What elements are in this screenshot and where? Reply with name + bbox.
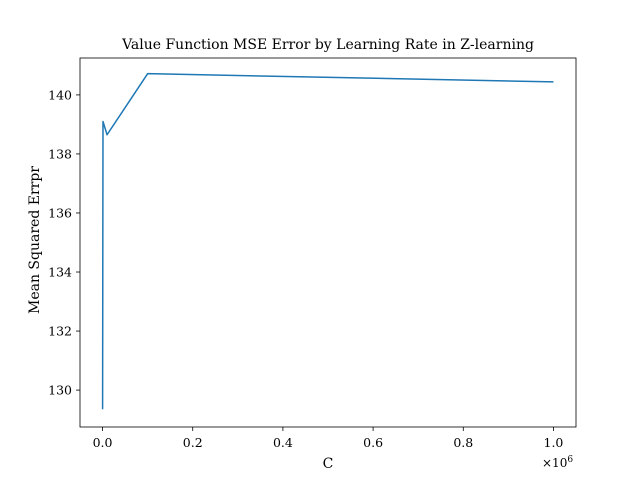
y-tick-label: 136 (48, 205, 72, 220)
y-tick-label: 138 (48, 146, 72, 161)
x-tick-label: 0.2 (183, 435, 203, 450)
plot-area: 0.0 0.2 0.4 0.6 0.8 1.0 130 132 134 136 138 140 (48, 57, 577, 450)
x-tick-label: 0.8 (453, 435, 473, 450)
x-tick-label: 0.6 (363, 435, 383, 450)
y-tick-label: 130 (48, 383, 72, 398)
x-tick-label: 0.0 (93, 435, 113, 450)
chart-title: Value Function MSE Error by Learning Rat… (121, 37, 534, 53)
y-tick-label: 140 (48, 87, 72, 102)
x-axis-offset-exponent: 6 (567, 455, 573, 465)
series-line-0 (101, 72, 554, 410)
y-tick-label: 132 (48, 324, 72, 339)
x-tick-label: 1.0 (544, 435, 564, 450)
y-axis-label: Mean Squared Errpr (27, 166, 43, 314)
y-tick-label: 134 (48, 265, 72, 280)
axes-frame (79, 57, 577, 428)
x-tick-label: 0.4 (273, 435, 293, 450)
x-axis-offset: ×106 (542, 455, 573, 470)
x-axis-offset-base: ×10 (542, 456, 567, 470)
x-axis-label: C (323, 456, 334, 472)
